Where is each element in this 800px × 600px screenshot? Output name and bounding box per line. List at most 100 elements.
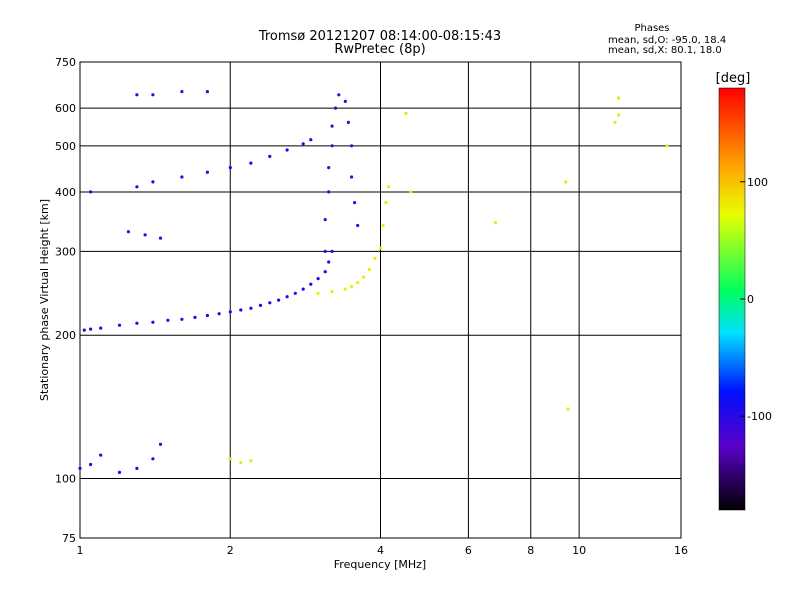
colorbar-ticks: 100 0 -100 bbox=[740, 176, 772, 423]
data-point bbox=[249, 306, 253, 310]
data-point bbox=[409, 190, 413, 194]
data-point bbox=[151, 93, 155, 97]
y-tick-label: 100 bbox=[55, 473, 76, 486]
data-point bbox=[356, 281, 360, 285]
data-point bbox=[228, 310, 232, 314]
data-point bbox=[330, 144, 334, 148]
data-point bbox=[327, 260, 331, 264]
data-point bbox=[151, 457, 155, 461]
data-point bbox=[135, 321, 139, 325]
y-axis-label: Stationary phase Virtual Height [km] bbox=[38, 199, 51, 401]
data-point bbox=[613, 120, 617, 124]
data-point bbox=[78, 466, 82, 470]
data-point bbox=[350, 144, 354, 148]
data-point bbox=[323, 249, 327, 253]
data-point bbox=[373, 256, 377, 260]
data-point bbox=[158, 442, 163, 446]
data-point bbox=[135, 466, 139, 470]
data-point bbox=[268, 301, 272, 305]
data-point bbox=[381, 223, 385, 228]
data-point bbox=[89, 190, 93, 194]
data-point bbox=[350, 175, 354, 179]
data-point bbox=[309, 138, 313, 142]
data-point bbox=[350, 285, 354, 289]
data-point bbox=[99, 326, 103, 330]
data-point bbox=[285, 295, 289, 299]
x-tick-label: 16 bbox=[674, 544, 688, 557]
data-point bbox=[228, 457, 232, 461]
x-axis-ticks: 1 2 4 6 8 10 16 bbox=[77, 544, 689, 557]
x-axis-label: Frequency [MHz] bbox=[334, 558, 426, 571]
data-point bbox=[316, 277, 320, 281]
data-point bbox=[89, 462, 93, 467]
data-point bbox=[285, 148, 289, 152]
y-tick-label: 600 bbox=[55, 102, 76, 115]
data-point bbox=[217, 312, 221, 316]
data-point bbox=[193, 315, 197, 319]
data-point bbox=[384, 201, 388, 205]
data-point bbox=[158, 236, 163, 240]
x-tick-label: 6 bbox=[465, 544, 472, 557]
data-point bbox=[258, 303, 263, 307]
data-point bbox=[239, 308, 243, 312]
data-point bbox=[564, 180, 568, 184]
data-points bbox=[78, 90, 669, 474]
data-point bbox=[343, 287, 347, 291]
y-tick-label: 750 bbox=[55, 56, 76, 69]
x-tick-label: 4 bbox=[377, 544, 384, 557]
x-tick-label: 1 bbox=[77, 544, 84, 557]
data-point bbox=[378, 246, 383, 250]
data-point bbox=[135, 93, 139, 97]
data-point bbox=[367, 267, 371, 271]
data-point bbox=[151, 320, 155, 324]
data-point bbox=[493, 220, 498, 225]
data-point bbox=[301, 287, 305, 291]
data-point bbox=[343, 99, 347, 103]
y-tick-label: 300 bbox=[55, 245, 76, 258]
phases-x-stats: mean, sd,X: 80.1, 18.0 bbox=[608, 45, 722, 56]
data-point bbox=[205, 90, 209, 94]
data-point bbox=[566, 407, 570, 411]
data-point bbox=[617, 96, 621, 100]
data-point bbox=[249, 459, 253, 463]
data-point bbox=[337, 93, 341, 97]
y-tick-label: 75 bbox=[62, 532, 76, 545]
phases-o-stats: mean, sd,O: -95.0, 18.4 bbox=[608, 35, 726, 46]
chart-title: Tromsø 20121207 08:14:00-08:15:43 bbox=[258, 29, 501, 44]
grid-lines bbox=[80, 62, 681, 538]
data-point bbox=[346, 120, 350, 124]
x-tick-label: 8 bbox=[527, 544, 534, 557]
colorbar-tick-label: 100 bbox=[747, 176, 768, 189]
data-point bbox=[180, 317, 184, 321]
data-point bbox=[82, 328, 86, 332]
data-point bbox=[323, 218, 327, 222]
data-point bbox=[386, 185, 391, 189]
data-point bbox=[135, 185, 139, 189]
y-tick-label: 500 bbox=[55, 140, 76, 153]
data-point bbox=[249, 161, 253, 165]
colorbar-tick-label: 0 bbox=[747, 293, 754, 306]
data-point bbox=[151, 180, 155, 184]
data-point bbox=[293, 291, 297, 295]
data-point bbox=[277, 298, 281, 302]
data-point bbox=[309, 282, 313, 286]
data-point bbox=[353, 201, 357, 205]
x-tick-label: 10 bbox=[572, 544, 586, 557]
data-point bbox=[316, 291, 320, 295]
data-point bbox=[617, 113, 621, 117]
y-axis-ticks: 75 100 200 300 400 500 600 750 bbox=[55, 56, 76, 545]
data-point bbox=[228, 166, 232, 170]
data-point bbox=[268, 154, 272, 158]
data-point bbox=[117, 470, 122, 474]
data-point bbox=[239, 461, 243, 465]
x-tick-label: 2 bbox=[227, 544, 234, 557]
data-point bbox=[665, 144, 669, 148]
colorbar-label: [deg] bbox=[716, 71, 751, 86]
data-point bbox=[404, 111, 408, 115]
chart-subtitle: RwPretec (8p) bbox=[334, 42, 425, 57]
data-point bbox=[180, 90, 184, 94]
data-point bbox=[362, 275, 366, 279]
data-point bbox=[323, 270, 327, 274]
data-point bbox=[327, 190, 331, 194]
data-point bbox=[327, 166, 331, 170]
